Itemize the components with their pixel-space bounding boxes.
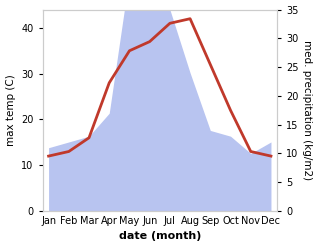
Y-axis label: med. precipitation (kg/m2): med. precipitation (kg/m2)	[302, 40, 313, 180]
Y-axis label: max temp (C): max temp (C)	[5, 74, 16, 146]
X-axis label: date (month): date (month)	[119, 231, 201, 242]
